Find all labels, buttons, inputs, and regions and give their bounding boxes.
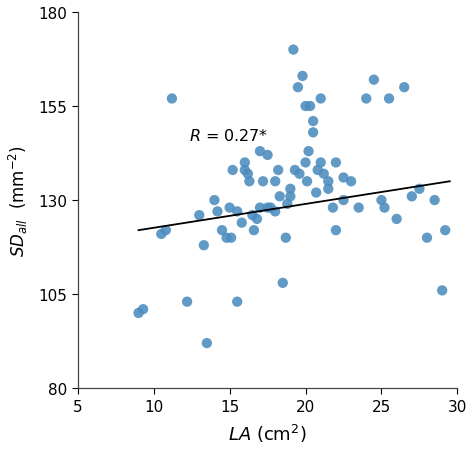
Point [438, 287, 446, 295]
Point [248, 212, 256, 219]
Point [291, 167, 299, 174]
Point [233, 299, 241, 306]
Point [264, 152, 272, 159]
Point [276, 193, 283, 201]
Point [250, 227, 258, 234]
Point [241, 160, 248, 167]
Point [287, 186, 294, 193]
Point [423, 235, 431, 242]
Point [238, 220, 246, 227]
Point [332, 227, 340, 234]
Point [267, 205, 274, 212]
Point [246, 178, 253, 185]
Point [441, 227, 449, 234]
Point [381, 205, 388, 212]
Point [203, 340, 210, 347]
Point [302, 160, 310, 167]
Y-axis label: $SD_{all}$  (mm$^{-2}$): $SD_{all}$ (mm$^{-2}$) [7, 145, 30, 257]
Point [363, 96, 370, 103]
Point [312, 189, 320, 197]
Point [408, 193, 416, 201]
Point [195, 212, 203, 219]
Point [317, 160, 325, 167]
Point [200, 242, 208, 249]
Point [256, 205, 264, 212]
Point [305, 148, 312, 156]
Point [244, 171, 252, 178]
Point [347, 178, 355, 185]
Point [385, 96, 393, 103]
Point [139, 306, 147, 313]
Point [310, 129, 317, 137]
Point [157, 231, 165, 238]
Point [264, 205, 272, 212]
Point [272, 208, 279, 216]
Point [183, 299, 191, 306]
Point [228, 235, 235, 242]
Point [431, 197, 438, 204]
Point [306, 103, 314, 110]
Point [241, 167, 248, 174]
Point [302, 103, 310, 110]
Point [329, 205, 337, 212]
Point [294, 84, 302, 92]
Point [320, 171, 328, 178]
Point [355, 205, 363, 212]
Point [296, 171, 303, 178]
Point [310, 118, 317, 125]
Point [259, 178, 267, 185]
Point [325, 178, 332, 185]
Point [279, 280, 287, 287]
Point [299, 73, 306, 80]
Point [290, 47, 297, 54]
Point [135, 310, 142, 317]
Point [272, 178, 279, 185]
Point [287, 193, 294, 201]
Point [229, 167, 237, 174]
Point [303, 178, 311, 185]
Point [256, 148, 264, 156]
Point [274, 167, 282, 174]
Point [393, 216, 401, 223]
Point [210, 197, 218, 204]
Point [340, 197, 347, 204]
X-axis label: $LA$ (cm$^2$): $LA$ (cm$^2$) [228, 422, 307, 444]
Point [223, 235, 230, 242]
Point [317, 96, 325, 103]
Point [233, 208, 241, 216]
Point [218, 227, 226, 234]
Point [401, 84, 408, 92]
Point [162, 227, 170, 234]
Text: $R$ = 0.27*: $R$ = 0.27* [189, 128, 267, 143]
Point [340, 175, 347, 182]
Point [325, 186, 332, 193]
Point [214, 208, 221, 216]
Point [226, 205, 233, 212]
Point [282, 235, 290, 242]
Point [283, 201, 291, 208]
Point [314, 167, 321, 174]
Point [253, 216, 261, 223]
Point [378, 197, 385, 204]
Point [370, 77, 378, 84]
Point [332, 160, 340, 167]
Point [168, 96, 176, 103]
Point [416, 186, 423, 193]
